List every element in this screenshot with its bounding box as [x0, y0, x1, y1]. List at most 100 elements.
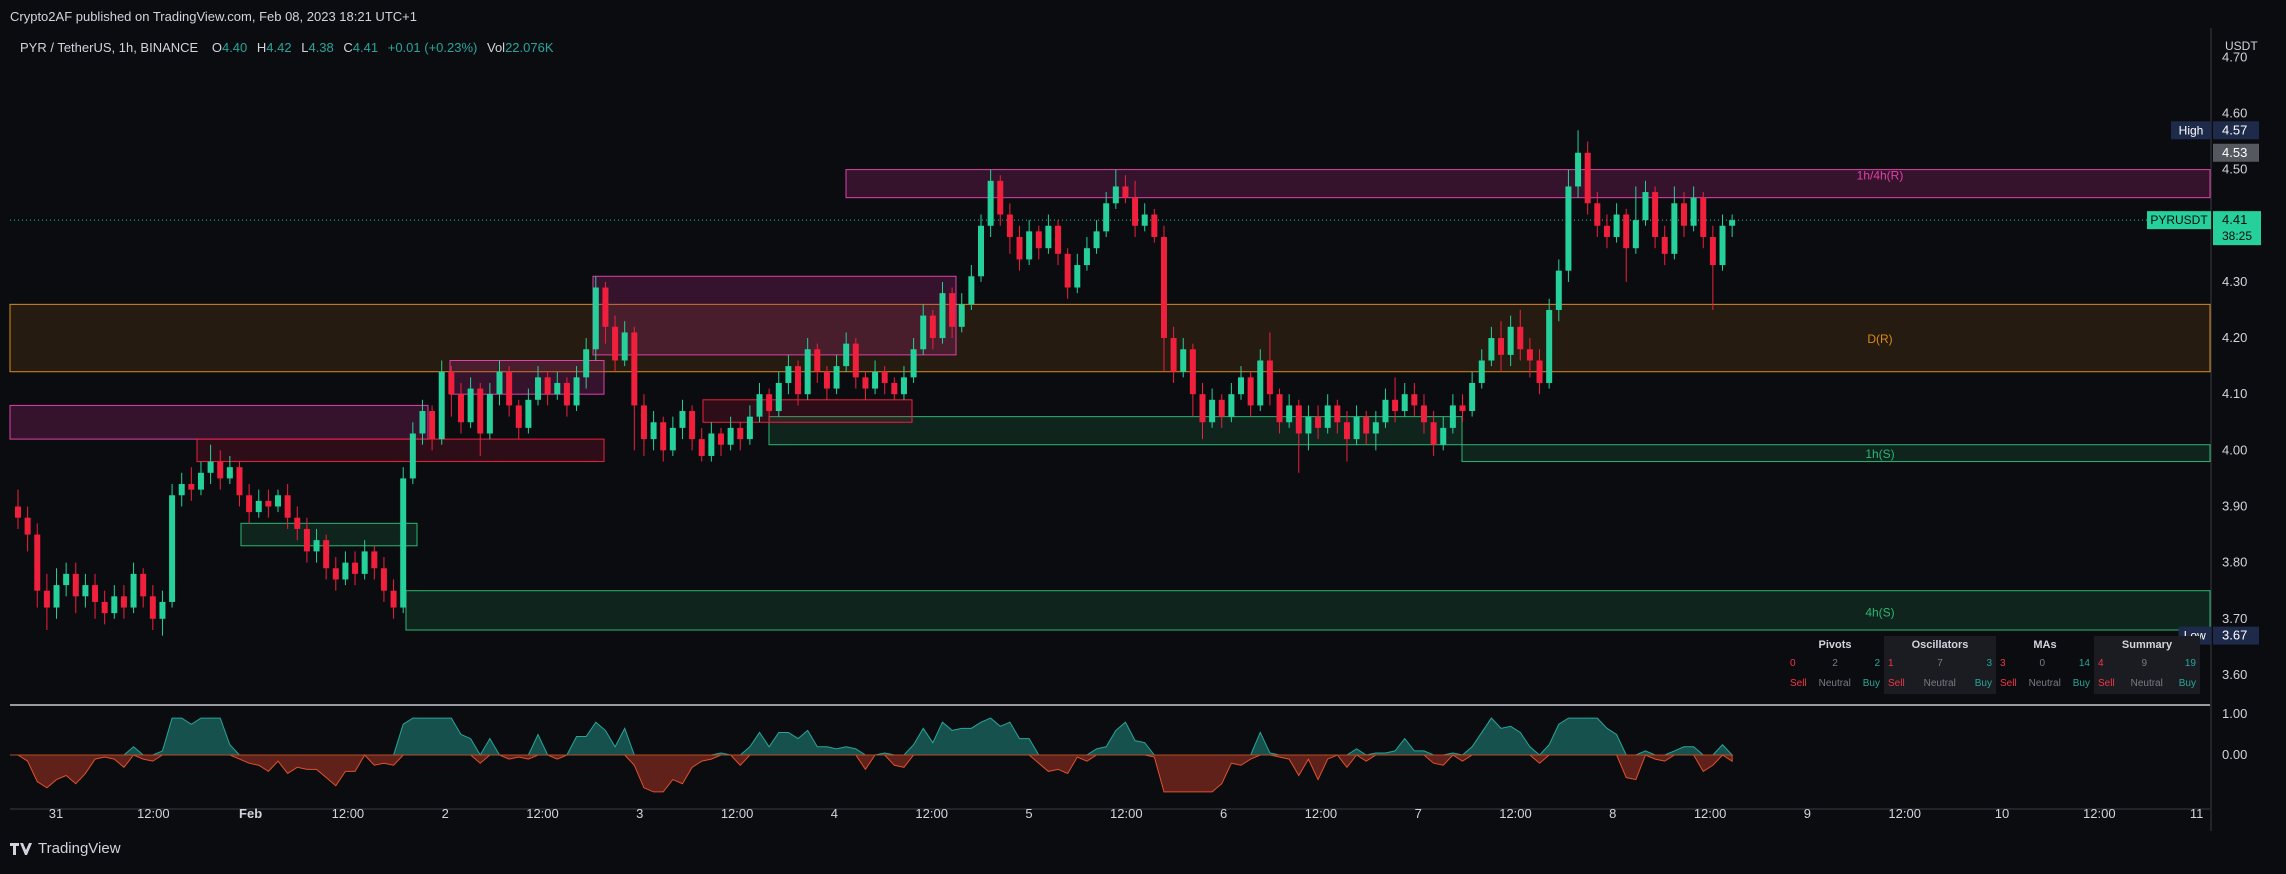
candle-body [1680, 203, 1687, 226]
candle-body [72, 573, 79, 597]
candle [1420, 394, 1427, 434]
candle-body [785, 366, 792, 383]
candle [920, 304, 927, 355]
candle-body [708, 433, 715, 456]
candle-body [1315, 416, 1322, 428]
zone-label: D(R) [1867, 332, 1892, 346]
oscillators-block: Oscillators 1 7 3 Sell Neutral Buy [1884, 636, 1996, 694]
candle-body [698, 439, 705, 456]
candle-body [486, 394, 493, 434]
candle [1180, 338, 1187, 378]
candle-body [1729, 220, 1736, 226]
candle-body [717, 433, 724, 445]
last-price-tag-bg [2213, 211, 2261, 246]
oscillator-tick: 0.00 [2222, 747, 2247, 762]
candle-body [1594, 203, 1601, 226]
candle-body [1343, 422, 1350, 440]
candle-body [197, 472, 204, 490]
summary-sell-label: Sell [2098, 678, 2115, 689]
pivots-title: Pivots [1818, 639, 1852, 651]
tradingview-logo[interactable]: TradingView [10, 840, 121, 857]
time-tick: 12:00 [526, 806, 559, 821]
candle-body [929, 315, 936, 339]
candle-body [380, 568, 387, 591]
candle [82, 573, 89, 608]
candle-body [1160, 236, 1167, 339]
candle [1661, 225, 1668, 266]
candle [1093, 220, 1100, 254]
zone-label: 1h/4h(R) [1857, 169, 1904, 183]
summary-neutral-count: 9 [2141, 658, 2147, 669]
candle-body [737, 427, 744, 440]
candle [939, 281, 946, 344]
candle [756, 382, 763, 423]
candle [1526, 338, 1533, 378]
candle [313, 528, 320, 563]
summary-block: Summary 4 9 19 Sell Neutral Buy [2094, 636, 2200, 694]
candle-body [400, 478, 407, 608]
legend-o-label: O [211, 40, 222, 55]
candle-body [1690, 197, 1697, 226]
candle [1700, 192, 1707, 249]
candle-body [303, 528, 310, 552]
time-tick: 6 [1220, 806, 1227, 821]
candle [265, 489, 272, 518]
price-tick: 4.20 [2222, 330, 2247, 345]
candle [1632, 186, 1639, 254]
candle [1411, 382, 1418, 417]
prev-tag-value-bg [2213, 143, 2259, 162]
summary-buy-count: 19 [2184, 658, 2196, 669]
candle-body [34, 534, 41, 591]
candle [1324, 394, 1331, 434]
candle [1603, 214, 1610, 249]
price-tick: 3.60 [2222, 667, 2247, 682]
candle [891, 377, 898, 400]
candle-body [82, 585, 89, 597]
prev-tag-value: 4.53 [2222, 145, 2247, 160]
candle-body [294, 517, 301, 529]
candle [1151, 208, 1158, 243]
candle [1555, 259, 1562, 322]
candle-body [1103, 203, 1110, 232]
candle [1045, 214, 1052, 254]
candle-body [1083, 248, 1090, 266]
oscillator-tick: 1.00 [2222, 706, 2247, 721]
candle [1170, 326, 1177, 383]
candle-body [1266, 360, 1273, 395]
candle [1026, 220, 1033, 266]
legend-symbol[interactable]: PYR / TetherUS, 1h, BINANCE [20, 40, 199, 55]
candle [958, 293, 965, 333]
zone-2 [1461, 444, 2211, 463]
candle-body [727, 427, 734, 445]
candle-body [872, 371, 879, 389]
candle-body [679, 411, 686, 428]
candle [1112, 169, 1119, 209]
candle-body [1517, 326, 1524, 350]
candle [1652, 186, 1659, 249]
candle [1536, 349, 1543, 395]
candle [872, 360, 879, 395]
candle [506, 366, 513, 417]
candle-body [1035, 231, 1042, 249]
candle [217, 450, 224, 490]
candle [390, 579, 397, 619]
mas-block: MAs 3 0 14 Sell Neutral Buy [1996, 636, 2094, 694]
candle-body [612, 326, 619, 361]
candle [409, 422, 416, 485]
time-tick: 12:00 [915, 806, 948, 821]
time-tick: 31 [49, 806, 63, 821]
candle-body [275, 495, 282, 507]
candle-body [1459, 405, 1466, 412]
candle [997, 175, 1004, 226]
candle [1257, 349, 1264, 412]
candle-body [602, 287, 609, 327]
candle [1594, 192, 1601, 237]
candle-body [1709, 236, 1716, 266]
candle-body [1093, 231, 1100, 249]
candle-body [631, 332, 638, 406]
candle-body [1449, 405, 1456, 428]
candle-body [130, 573, 137, 608]
